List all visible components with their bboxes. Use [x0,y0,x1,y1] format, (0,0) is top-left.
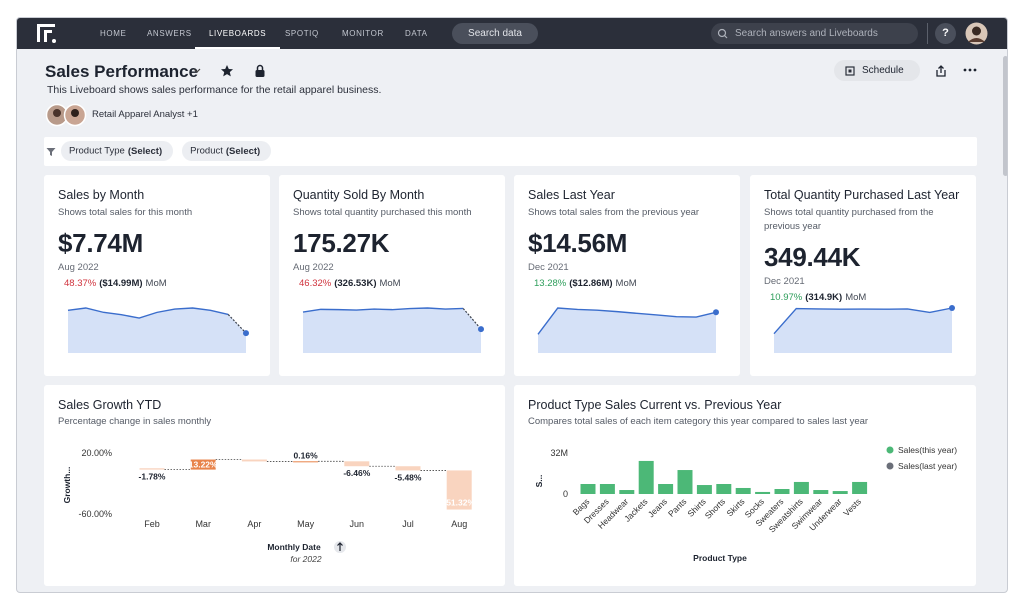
nav-active-underline [195,47,281,49]
filter-bar: Product Type (Select) Product (Select) [44,137,977,166]
kpi-subtitle: Shows total sales from the previous year [528,207,700,218]
kpi-change-row: 46.32% (326.53K) MoM [293,278,401,289]
filter-name: Product Type [69,145,125,157]
kpi-period: MoM [379,278,401,289]
filter-name: Product [190,145,223,157]
schedule-icon [845,66,855,76]
kpi-period: MoM [615,278,637,289]
liveboard-description: This Liveboard shows sales performance f… [47,84,382,96]
liveboard-title: Sales Performance [45,62,199,81]
nav-item[interactable]: DATA [405,29,428,38]
kpi-title: Sales Last Year [528,188,615,202]
kpi-period: MoM [845,292,867,303]
kpi-title: Quantity Sold By Month [293,188,425,202]
kpi-subtitle: Shows total quantity purchased from the … [764,207,934,232]
nav-item[interactable]: HOME [100,29,127,38]
kpi-block: $14.56M Dec 2021 13.28% ($12.86M) MoM [528,228,637,289]
kpi-previous: ($12.86M) [569,278,613,289]
search-box[interactable]: Search answers and Liveboards [711,23,918,44]
kpi-subtitle: Shows total sales for this month [58,207,193,218]
nav-item[interactable]: SPOTIQ [285,29,319,38]
user-avatar[interactable] [965,22,988,45]
chart-subtitle: Compares total sales of each item catego… [528,416,869,427]
kpi-change: 46.32% [299,278,332,289]
kpi-previous: ($14.99M) [99,278,143,289]
kpi-card: Sales by Month Shows total sales for this… [44,175,270,376]
kpi-card: Total Quantity Purchased Last Year Shows … [750,175,976,376]
nav-item[interactable]: LIVEBOARDS [209,29,267,38]
kpi-title: Sales by Month [58,188,145,202]
filter-value: (Select) [127,145,163,157]
chart-card: Sales Growth YTD Percentage change in sal… [44,385,505,586]
logo[interactable] [36,23,58,45]
nav-item[interactable]: ANSWERS [147,29,192,38]
kpi-change: 10.97% [770,292,803,303]
search-placeholder: Search answers and Liveboards [735,28,878,39]
kpi-value: 175.27K [293,228,390,258]
app-window: HOME ANSWERS LIVEBOARDS SPOTIQ MONITOR DATA S… [16,17,1008,593]
kpi-date: Dec 2021 [764,276,805,287]
kpi-value: $14.56M [528,228,628,258]
kpi-date: Dec 2021 [528,262,569,273]
kpi-subtitle: Shows total quantity purchased this mont… [293,207,472,218]
title-caret[interactable] [193,68,201,74]
help-button[interactable]: ? [935,23,956,44]
nav-item[interactable]: MONITOR [342,29,384,38]
nav-bar: HOME ANSWERS LIVEBOARDS SPOTIQ MONITOR DATA S… [17,18,1007,49]
kpi-change: 48.37% [64,278,97,289]
schedule-button[interactable]: Schedule [834,60,920,81]
kpi-card: Quantity Sold By Month Shows total quanti… [279,175,505,376]
kpi-change: 13.28% [534,278,567,289]
search-icon [717,28,728,39]
chart-subtitle: Percentage change in sales monthly [58,416,212,427]
scrollbar-thumb [1003,56,1007,176]
kpi-date: Aug 2022 [58,262,99,273]
chart-card: Product Type Sales Current vs. Previous … [514,385,976,586]
share-icon[interactable] [934,64,948,78]
chart-title: Sales Growth YTD [58,398,162,412]
schedule-label: Schedule [862,65,904,76]
kpi-block: $7.74M Aug 2022 48.37% ($14.99M) MoM [58,228,167,289]
more-icon[interactable] [963,67,977,73]
author-avatars [46,103,87,127]
kpi-value: $7.74M [58,228,143,258]
kpi-card: Sales Last Year Shows total sales from th… [514,175,740,376]
authors: Retail Apparel Analyst +1 [92,109,198,120]
search-data-button[interactable]: Search data [452,23,538,44]
kpi-change-row: 48.37% ($14.99M) MoM [58,278,167,289]
kpi-block: 175.27K Aug 2022 46.32% (326.53K) MoM [293,228,401,289]
star-icon[interactable] [220,64,234,78]
kpi-previous: (314.9K) [805,292,843,303]
kpi-previous: (326.53K) [334,278,377,289]
divider [927,23,928,44]
kpi-period: MoM [145,278,167,289]
kpi-date: Aug 2022 [293,262,334,273]
chart-title: Product Type Sales Current vs. Previous … [528,398,782,412]
kpi-value: 349.44K [764,242,861,272]
kpi-block: 349.44K Dec 2021 10.97% (314.9K) MoM [764,242,866,303]
lock-icon[interactable] [254,64,266,78]
filter-chip[interactable]: Product (Select) [182,141,272,161]
filter-chip[interactable]: Product Type (Select) [61,141,174,161]
filter-value: (Select) [225,145,261,157]
filter-icon [46,148,56,156]
kpi-change-row: 13.28% ($12.86M) MoM [528,278,637,289]
kpi-title: Total Quantity Purchased Last Year [764,188,960,202]
kpi-change-row: 10.97% (314.9K) MoM [764,292,866,303]
